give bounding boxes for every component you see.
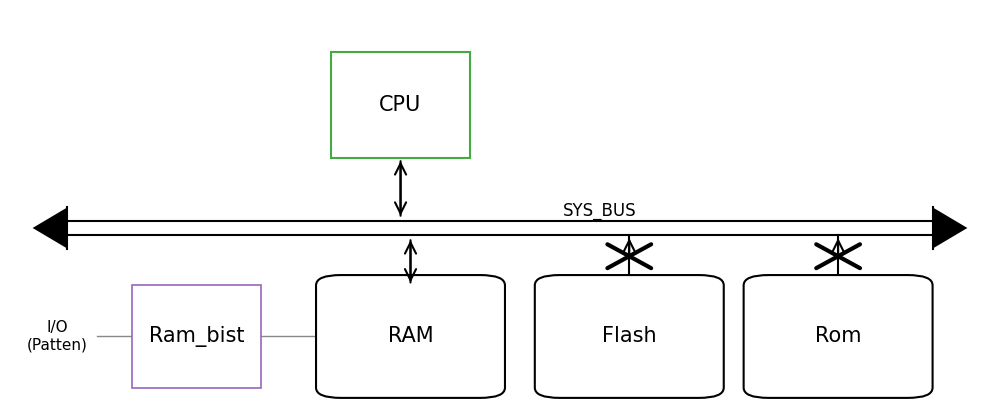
FancyBboxPatch shape bbox=[744, 275, 933, 398]
Text: SYS_BUS: SYS_BUS bbox=[563, 202, 636, 220]
Bar bbox=[132, 285, 261, 388]
Text: Rom: Rom bbox=[815, 327, 861, 347]
FancyBboxPatch shape bbox=[316, 275, 505, 398]
Bar bbox=[331, 52, 470, 159]
Text: CPU: CPU bbox=[379, 95, 422, 115]
Polygon shape bbox=[33, 208, 67, 249]
Text: I/O
(Patten): I/O (Patten) bbox=[27, 320, 88, 353]
Text: Ram_bist: Ram_bist bbox=[149, 326, 244, 347]
Text: Flash: Flash bbox=[602, 327, 657, 347]
Polygon shape bbox=[933, 208, 967, 249]
FancyBboxPatch shape bbox=[535, 275, 724, 398]
Text: RAM: RAM bbox=[388, 327, 433, 347]
